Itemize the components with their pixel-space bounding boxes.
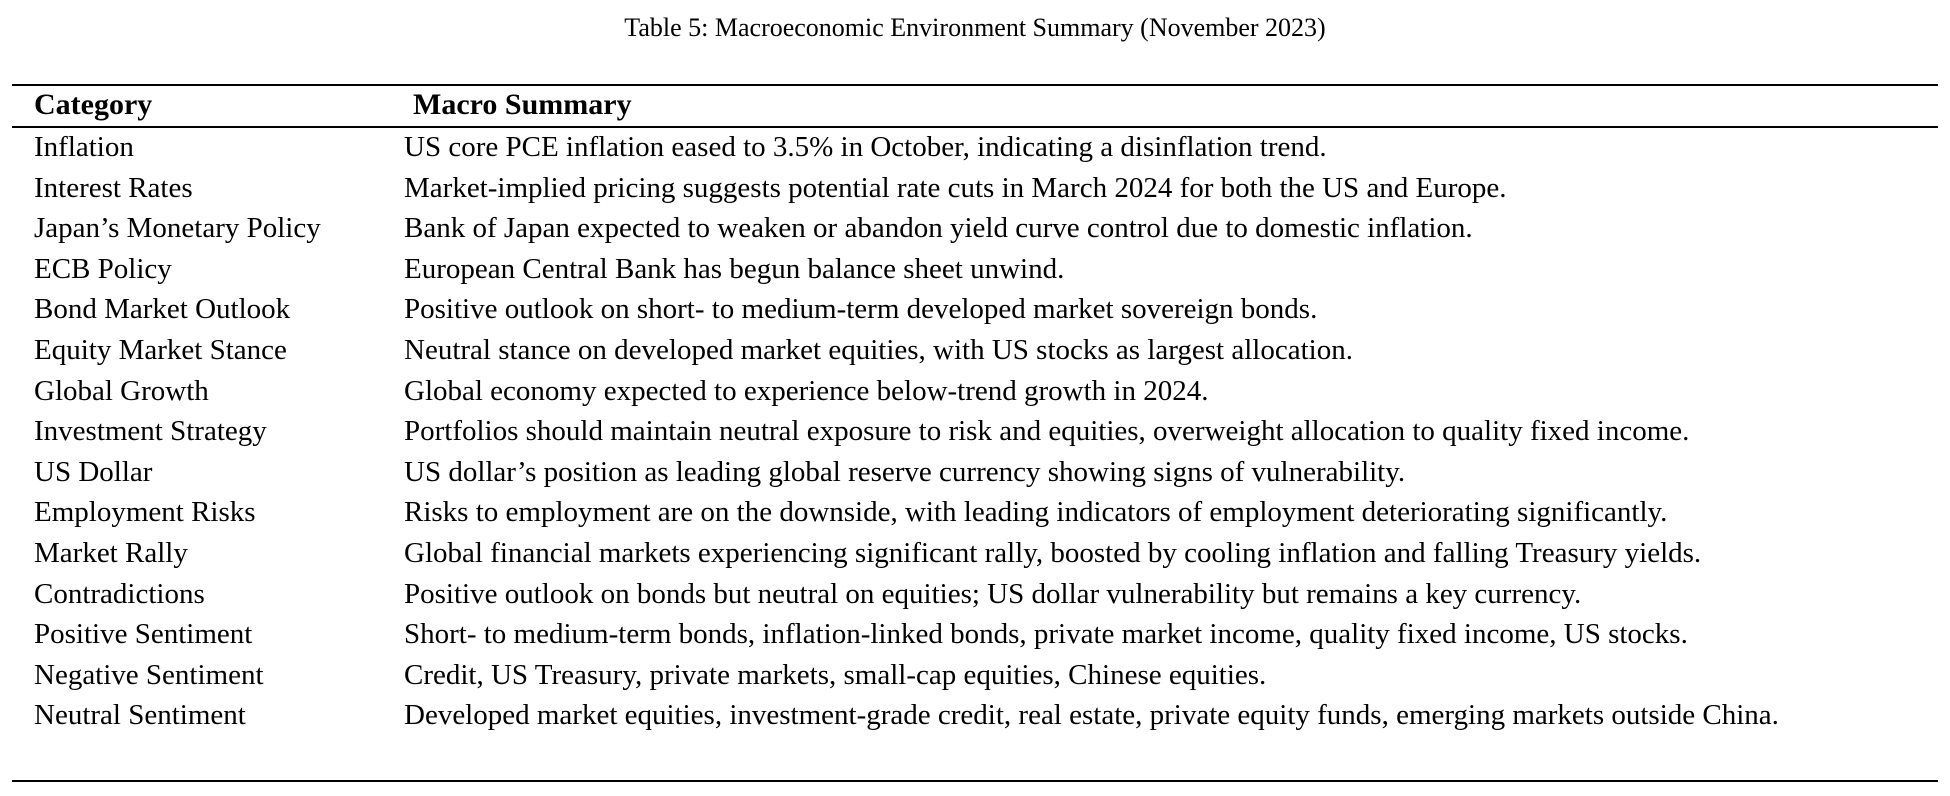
category-cell: ECB Policy bbox=[34, 252, 172, 285]
table-row: Equity Market Stance Neutral stance on d… bbox=[0, 330, 1950, 371]
header-macro-summary: Macro Summary bbox=[413, 88, 632, 121]
table-row: Contradictions Positive outlook on bonds… bbox=[0, 574, 1950, 615]
summary-cell: Neutral stance on developed market equit… bbox=[404, 333, 1353, 366]
table-caption: Table 5: Macroeconomic Environment Summa… bbox=[624, 13, 1326, 42]
category-cell: Market Rally bbox=[34, 536, 188, 569]
category-cell: Investment Strategy bbox=[34, 415, 267, 448]
summary-cell: Global economy expected to experience be… bbox=[404, 374, 1209, 407]
table-row: Bond Market Outlook Positive outlook on … bbox=[0, 289, 1950, 330]
category-cell: Employment Risks bbox=[34, 496, 256, 529]
table-top-rule bbox=[12, 84, 1938, 86]
table-bottom-rule bbox=[12, 780, 1938, 782]
category-cell: US Dollar bbox=[34, 455, 153, 488]
summary-cell: Short- to medium-term bonds, inflation-l… bbox=[404, 618, 1688, 651]
summary-cell: Global financial markets experiencing si… bbox=[404, 536, 1702, 569]
table-row: Neutral Sentiment Developed market equit… bbox=[0, 695, 1950, 775]
table-row: Japan’s Monetary Policy Bank of Japan ex… bbox=[0, 208, 1950, 249]
category-cell: Neutral Sentiment bbox=[34, 699, 246, 732]
summary-cell: Credit, US Treasury, private markets, sm… bbox=[404, 658, 1267, 691]
table-row: Inflation US core PCE inflation eased to… bbox=[0, 127, 1950, 168]
summary-cell: Positive outlook on bonds but neutral on… bbox=[404, 577, 1582, 610]
header-category: Category bbox=[34, 88, 153, 121]
table-row: Market Rally Global financial markets ex… bbox=[0, 533, 1950, 574]
category-cell: Bond Market Outlook bbox=[34, 293, 291, 326]
summary-cell: US dollar’s position as leading global r… bbox=[404, 455, 1406, 488]
table-row: Interest Rates Market-implied pricing su… bbox=[0, 168, 1950, 209]
category-cell: Global Growth bbox=[34, 374, 209, 407]
category-cell: Negative Sentiment bbox=[34, 658, 264, 691]
summary-cell: Developed market equities, investment-gr… bbox=[404, 699, 1779, 732]
table-row: Positive Sentiment Short- to medium-term… bbox=[0, 614, 1950, 655]
category-cell: Equity Market Stance bbox=[34, 333, 287, 366]
category-cell: Contradictions bbox=[34, 577, 205, 610]
summary-cell: European Central Bank has begun balance … bbox=[404, 252, 1065, 285]
category-cell: Japan’s Monetary Policy bbox=[34, 212, 321, 245]
table-row: US Dollar US dollar’s position as leadin… bbox=[0, 452, 1950, 493]
summary-cell: Positive outlook on short- to medium-ter… bbox=[404, 293, 1318, 326]
table-row: ECB Policy European Central Bank has beg… bbox=[0, 249, 1950, 290]
table-header-rule bbox=[12, 126, 1938, 128]
table-row: Negative Sentiment Credit, US Treasury, … bbox=[0, 655, 1950, 696]
summary-cell: Portfolios should maintain neutral expos… bbox=[404, 415, 1690, 448]
table-row: Global Growth Global economy expected to… bbox=[0, 371, 1950, 412]
summary-cell: Risks to employment are on the downside,… bbox=[404, 496, 1668, 529]
category-cell: Inflation bbox=[34, 131, 134, 163]
table-row: Investment Strategy Portfolios should ma… bbox=[0, 411, 1950, 452]
table-row: Employment Risks Risks to employment are… bbox=[0, 492, 1950, 533]
summary-cell: Bank of Japan expected to weaken or aban… bbox=[404, 212, 1473, 245]
table-body: Inflation US core PCE inflation eased to… bbox=[0, 127, 1950, 775]
category-cell: Interest Rates bbox=[34, 171, 193, 204]
summary-cell: Market-implied pricing suggests potentia… bbox=[404, 171, 1507, 204]
summary-cell: US core PCE inflation eased to 3.5% in O… bbox=[404, 131, 1327, 163]
category-cell: Positive Sentiment bbox=[34, 618, 253, 651]
